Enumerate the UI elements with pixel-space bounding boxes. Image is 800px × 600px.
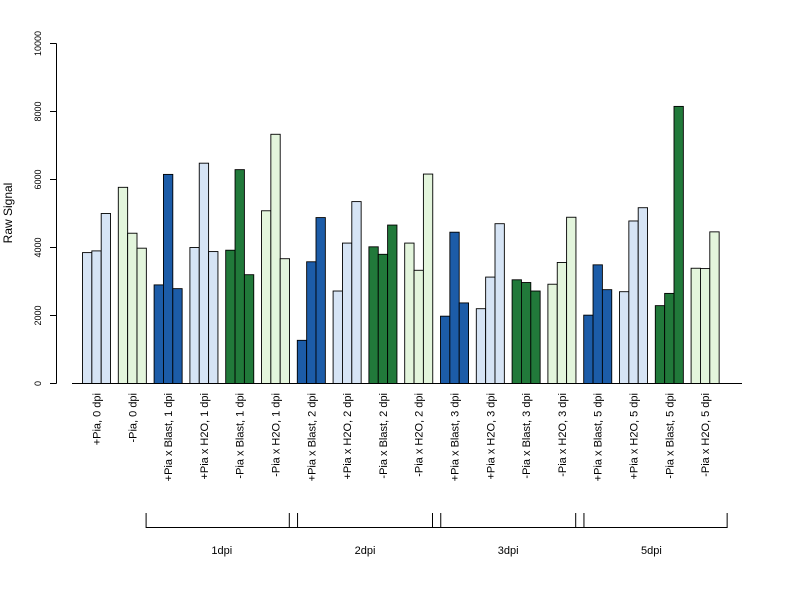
bar [566, 216, 577, 384]
x-tick-label: -Pia x Blast, 3 dpi [521, 393, 533, 479]
bar [351, 201, 362, 384]
bar [654, 305, 666, 384]
x-tick-label: -Pia x H2O, 3 dpi [557, 393, 569, 477]
bar [82, 252, 93, 384]
bar [368, 246, 379, 384]
bar [583, 314, 594, 384]
bar [413, 269, 424, 384]
x-tick-label: -Pia x Blast, 2 dpi [378, 393, 390, 479]
bar [162, 173, 174, 384]
bar [127, 232, 138, 384]
group-label: 1dpi [211, 545, 232, 557]
y-tick-label: 4000 [33, 237, 43, 257]
bar [700, 268, 711, 384]
bar [592, 264, 603, 384]
bar [637, 207, 649, 384]
bar [601, 289, 613, 384]
bar [225, 249, 236, 384]
bar [234, 169, 245, 384]
x-tick-label: +Pia, 0 dpi [92, 393, 104, 445]
y-tick-label: 10000 [33, 31, 43, 56]
bar [306, 261, 317, 384]
bar [440, 315, 451, 384]
bar [449, 231, 460, 384]
x-tick-label: -Pia, 0 dpi [127, 393, 139, 443]
group-label: 2dpi [355, 545, 376, 557]
bar [628, 220, 639, 384]
bar [387, 224, 398, 384]
bar [485, 276, 496, 384]
bars [82, 105, 720, 384]
y-axis: 0 2000 4000 6000 8000 10000 [33, 31, 57, 386]
bar [279, 258, 291, 384]
bar [377, 253, 389, 384]
x-tick-label: -Pia x H2O, 5 dpi [700, 393, 712, 477]
x-tick-label: +Pia x H2O, 1 dpi [199, 393, 211, 480]
x-tick-labels: +Pia, 0 dpi -Pia, 0 dpi +Pia x Blast, 1 dp… [92, 393, 713, 481]
bar [332, 290, 343, 384]
bar [511, 279, 522, 384]
y-axis-label: Raw Signal [1, 183, 15, 244]
bar [458, 302, 470, 384]
x-tick-label: +Pia x Blast, 3 dpi [450, 393, 462, 481]
bar [208, 251, 219, 384]
x-tick-label: -Pia x H2O, 1 dpi [271, 393, 283, 477]
bar [664, 292, 675, 384]
y-tick-label: 2000 [33, 305, 43, 325]
group-label: 5dpi [641, 545, 662, 557]
x-tick-label: +Pia x H2O, 5 dpi [629, 393, 641, 480]
bar [153, 284, 164, 384]
group-bracket [432, 513, 585, 528]
bar [91, 250, 102, 384]
bar [494, 223, 505, 384]
y-tick-label: 8000 [33, 101, 43, 121]
bar [342, 242, 353, 384]
bar [189, 247, 200, 384]
time-group-brackets: 1dpi 2dpi 3dpi 5dpi [145, 513, 728, 557]
bar [404, 242, 415, 384]
y-tick-label: 6000 [33, 169, 43, 189]
bar [117, 186, 129, 384]
y-tick-label: 0 [33, 381, 43, 386]
bar [521, 282, 532, 384]
group-label: 3dpi [498, 545, 519, 557]
x-tick-label: +Pia x H2O, 3 dpi [485, 393, 497, 480]
group-bracket [145, 513, 299, 528]
x-tick-label: -Pia x Blast, 1 dpi [235, 393, 247, 479]
bar [475, 308, 487, 384]
x-tick-label: +Pia x Blast, 1 dpi [163, 393, 175, 481]
bar [709, 231, 720, 384]
group-bracket [575, 513, 728, 528]
bar [547, 283, 558, 384]
bar [422, 173, 434, 384]
bar [315, 217, 326, 384]
bar [690, 267, 701, 384]
x-tick-label: -Pia x H2O, 2 dpi [414, 393, 426, 477]
bar [243, 274, 255, 384]
bar [296, 339, 308, 384]
x-tick-label: +Pia x Blast, 5 dpi [593, 393, 605, 481]
bar [556, 262, 568, 384]
bar [619, 291, 630, 384]
bar [673, 105, 684, 384]
bar [172, 288, 183, 384]
group-bracket [288, 513, 442, 528]
bar [270, 133, 281, 384]
bar [530, 290, 541, 384]
bar [136, 247, 147, 384]
x-tick-label: -Pia x Blast, 5 dpi [664, 393, 676, 479]
bar [198, 162, 210, 384]
bar [100, 213, 111, 384]
x-tick-label: +Pia x Blast, 2 dpi [306, 393, 318, 481]
bar [261, 210, 272, 384]
x-tick-label: +Pia x H2O, 2 dpi [342, 393, 354, 480]
